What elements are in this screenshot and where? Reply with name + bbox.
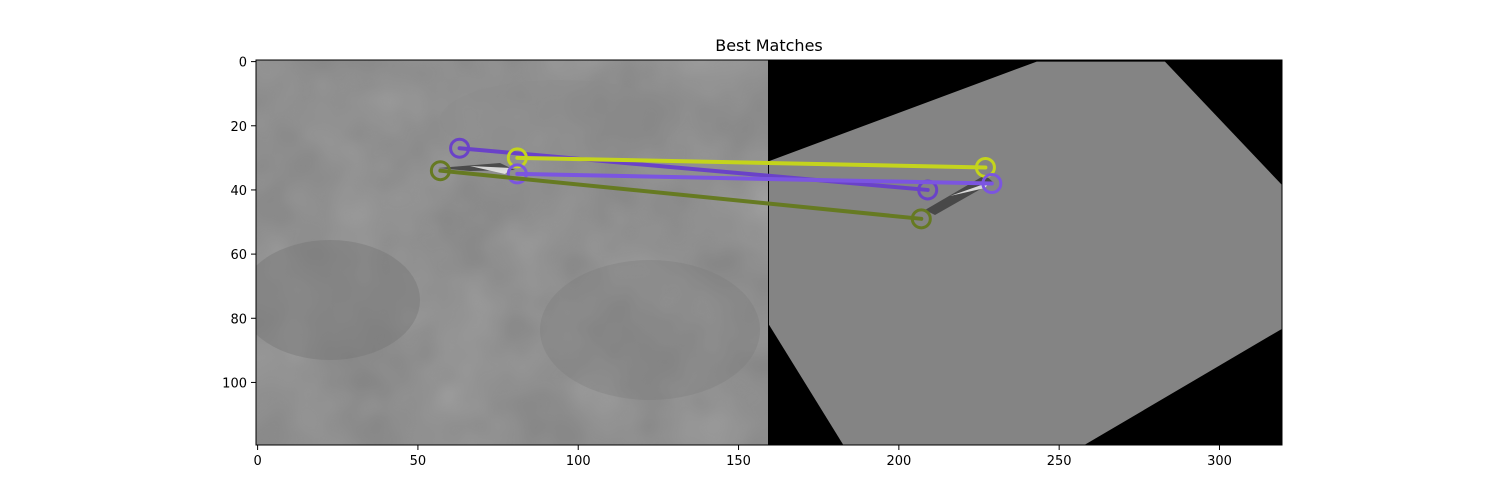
chart-title: Best Matches xyxy=(715,36,823,55)
keypoint-right xyxy=(981,173,1003,195)
keypoint-right xyxy=(910,208,932,230)
y-axis: 0 20 40 60 80 100 xyxy=(222,56,256,391)
match-line xyxy=(515,155,988,170)
y-tick-label: 60 xyxy=(230,248,247,263)
x-tick-label: 100 xyxy=(566,454,591,469)
match-line xyxy=(515,171,994,186)
x-axis: 0 50 100 150 200 250 300 xyxy=(253,445,1232,469)
x-tick-label: 250 xyxy=(1047,454,1072,469)
match-lines xyxy=(429,137,1003,230)
y-tick-label: 80 xyxy=(230,312,247,327)
axes-frame xyxy=(255,59,1283,446)
left-image xyxy=(256,60,768,445)
y-tick-label: 20 xyxy=(230,120,247,135)
x-tick-label: 50 xyxy=(410,454,427,469)
keypoint-left xyxy=(449,137,471,159)
x-tick-label: 150 xyxy=(726,454,751,469)
keypoint-left xyxy=(506,147,528,169)
keypoint-left xyxy=(506,163,528,185)
y-tick-label: 0 xyxy=(239,56,247,71)
x-tick-label: 0 xyxy=(253,454,261,469)
x-tick-label: 200 xyxy=(886,454,911,469)
y-tick-label: 100 xyxy=(222,376,247,391)
right-image xyxy=(769,61,1282,445)
x-tick-label: 300 xyxy=(1207,454,1232,469)
match-line xyxy=(438,168,924,221)
plot-area xyxy=(256,60,1282,445)
keypoint-left xyxy=(429,160,451,182)
match-line xyxy=(457,146,930,192)
y-tick-label: 40 xyxy=(230,184,247,199)
